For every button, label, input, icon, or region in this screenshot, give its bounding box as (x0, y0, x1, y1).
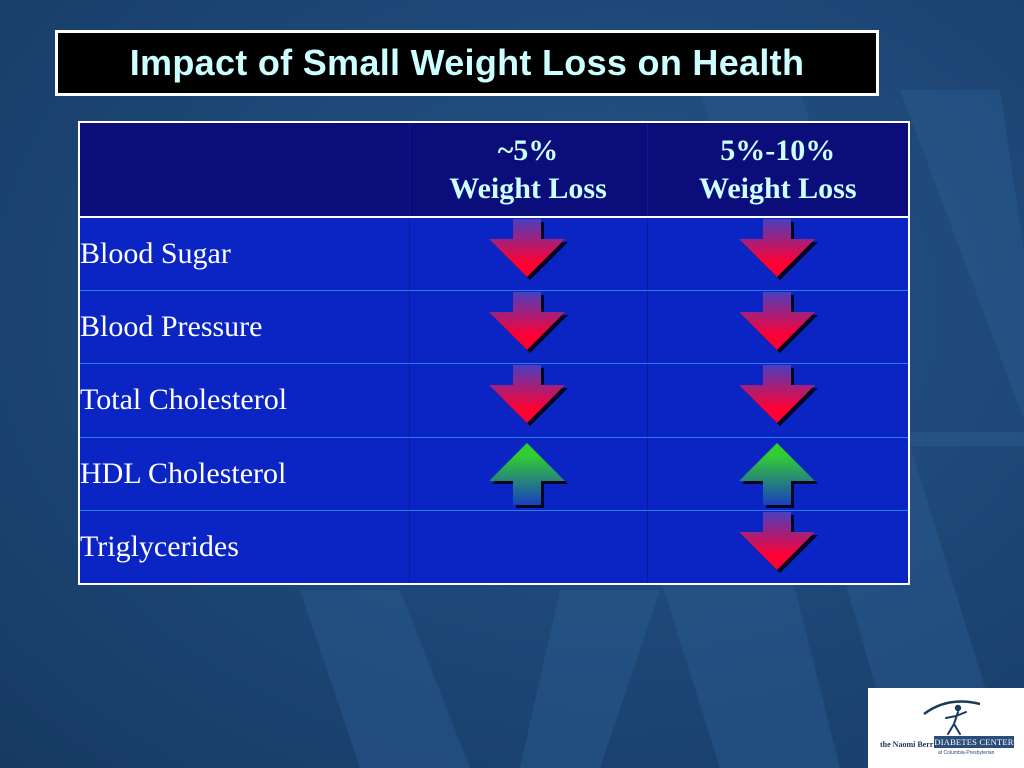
weight-loss-table: ~5% Weight Loss 5%-10% Weight Loss Blood… (78, 121, 910, 585)
arrow-down-icon (738, 365, 818, 427)
arrow-down-icon (489, 292, 568, 354)
row-label-hdl-cholesterol: HDL Cholesterol (78, 437, 409, 512)
cell-total-cholesterol-5to10pct (647, 363, 910, 438)
logo-left-text: the Naomi Berrie (880, 740, 940, 749)
figure-emblem-icon (923, 700, 981, 735)
header-5pct-line1: ~5% (497, 133, 559, 167)
cell-triglycerides-5pct (408, 510, 648, 585)
logo-right-text: DIABETES CENTER (934, 736, 1014, 748)
header-5pct-line2: Weight Loss (449, 171, 607, 205)
table-row: Blood Sugar (78, 217, 910, 291)
arrow-down-icon (738, 292, 818, 354)
arrow-up-icon (738, 442, 818, 508)
cell-blood-sugar-5pct (408, 217, 648, 291)
table-row: HDL Cholesterol (78, 437, 910, 512)
header-cell-5pct: ~5% Weight Loss (408, 121, 648, 218)
arrow-down-icon (489, 365, 568, 427)
arrow-down-icon (738, 218, 818, 280)
cell-blood-pressure-5pct (408, 290, 648, 365)
arrow-down-icon (738, 512, 818, 573)
cell-triglycerides-5to10pct (647, 510, 910, 585)
title-box: Impact of Small Weight Loss on Health (55, 30, 879, 96)
header-5to10pct-line1: 5%-10% (720, 133, 836, 167)
arrow-down-icon (489, 218, 568, 280)
cell-total-cholesterol-5pct (408, 363, 648, 438)
header-cell-5to10pct: 5%-10% Weight Loss (647, 121, 910, 218)
header-5to10pct-line2: Weight Loss (698, 171, 857, 205)
table-row: Blood Pressure (78, 290, 910, 365)
cell-hdl-cholesterol-5pct (408, 437, 648, 512)
arrow-up-icon (489, 442, 568, 508)
header-cell-empty (78, 121, 409, 218)
row-label-triglycerides: Triglycerides (78, 510, 409, 585)
table-row: Triglycerides (78, 510, 910, 585)
logo-sub-text: at Columbia-Presbyterian (938, 750, 995, 756)
row-label-blood-pressure: Blood Pressure (78, 290, 409, 365)
slide-title: Impact of Small Weight Loss on Health (129, 42, 805, 83)
table-header-row: ~5% Weight Loss 5%-10% Weight Loss (78, 121, 910, 218)
row-label-blood-sugar: Blood Sugar (78, 217, 409, 291)
table-row: Total Cholesterol (78, 363, 910, 438)
cell-blood-pressure-5to10pct (647, 290, 910, 365)
row-label-total-cholesterol: Total Cholesterol (78, 363, 409, 438)
diabetes-center-logo: the Naomi Berrie DIABETES CENTER at Colu… (868, 688, 1024, 768)
cell-blood-sugar-5to10pct (647, 217, 910, 291)
cell-hdl-cholesterol-5to10pct (647, 437, 910, 512)
